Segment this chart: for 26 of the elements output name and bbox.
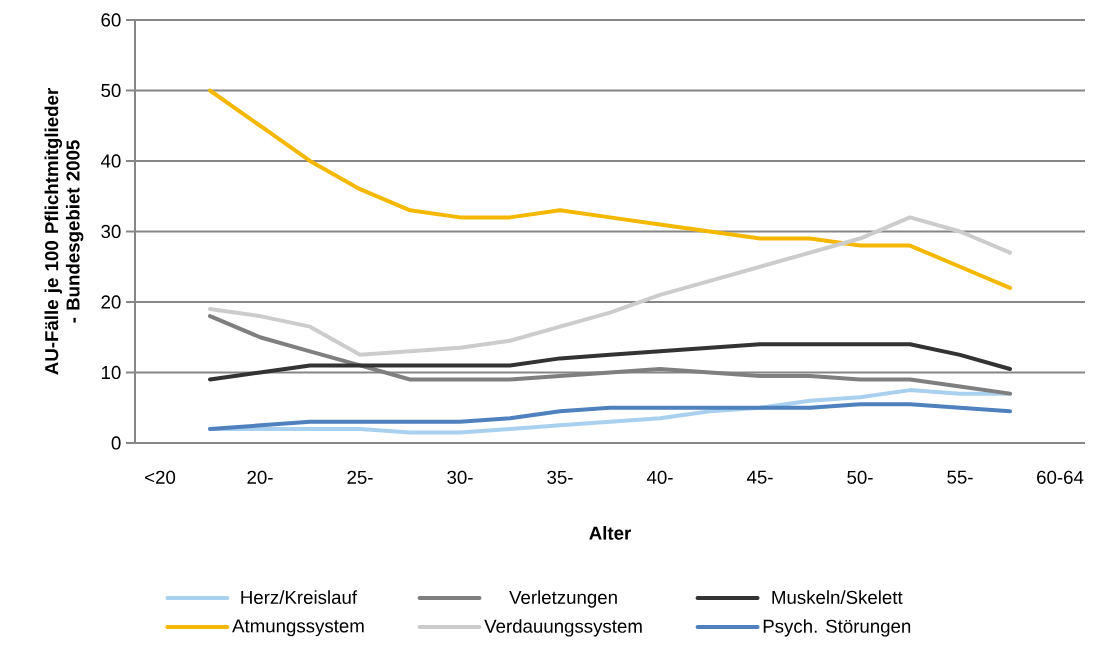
- x-tick-label: 25-: [347, 470, 373, 484]
- y-axis-title: AU-Fälle je 100 Pflichtmitglieder - Bundesgebiet 2005: [44, 88, 84, 375]
- y-tick-label: 0: [111, 436, 121, 450]
- y-tick-label: 10: [101, 365, 121, 380]
- x-tick-label: <20: [145, 470, 176, 484]
- y-tick-label: 30: [101, 224, 121, 239]
- x-tick-label: 40-: [646, 470, 673, 484]
- legend-label: Verletzungen: [509, 590, 617, 608]
- legend-label: Muskeln/Skelett: [772, 590, 903, 605]
- x-tick-label: 45-: [746, 470, 773, 484]
- legend-label: Psych. Störungen: [763, 619, 911, 637]
- x-tick-label: 30-: [447, 470, 473, 484]
- y-tick-label: 60: [101, 13, 121, 27]
- y-tick-label: 40: [100, 154, 121, 168]
- legend-label: Atmungssystem: [232, 619, 364, 637]
- x-tick-label: 20-: [247, 470, 273, 484]
- x-tick-label: 50-: [847, 470, 873, 484]
- legend-label: Herz/Kreislauf: [241, 590, 358, 605]
- x-tick-label: 55-: [947, 470, 973, 484]
- x-tick-label: 35-: [547, 470, 573, 484]
- x-axis-title: Alter: [589, 526, 631, 540]
- line-series: [208, 88, 1012, 290]
- y-tick-label: 20: [101, 295, 121, 309]
- y-tick-label: 50: [101, 83, 121, 98]
- x-tick-label: 60-64: [1037, 470, 1084, 484]
- legend-label: Verdauungssystem: [484, 619, 642, 637]
